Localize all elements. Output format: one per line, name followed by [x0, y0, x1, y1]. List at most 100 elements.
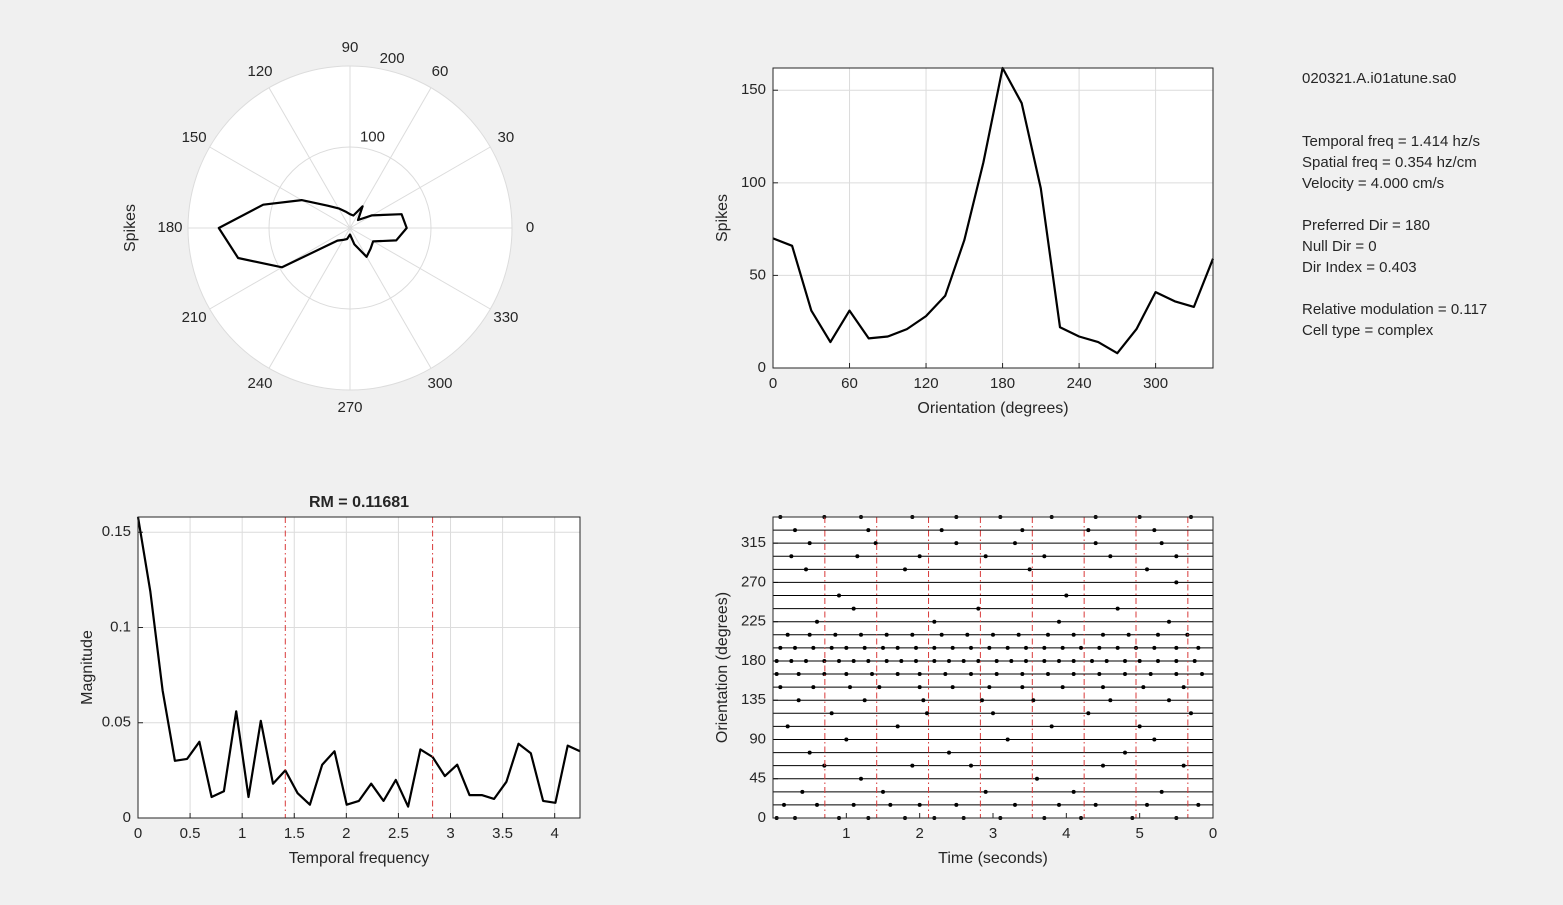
spike	[1042, 658, 1047, 663]
y-tick-label: 270	[741, 573, 766, 590]
spike	[1189, 711, 1193, 716]
spike	[1123, 750, 1127, 755]
spike	[778, 685, 783, 690]
spike	[947, 750, 951, 755]
spike	[1027, 567, 1032, 572]
x-tick-label: 2	[915, 825, 923, 842]
theta-tick-label: 0	[526, 219, 534, 236]
spike	[1005, 645, 1010, 650]
spike	[837, 658, 841, 663]
spike	[1046, 672, 1050, 677]
spike	[1090, 658, 1094, 663]
spike	[954, 541, 959, 546]
spike	[829, 711, 834, 716]
theta-tick-label: 240	[247, 375, 272, 392]
spike	[785, 724, 790, 729]
spike	[969, 645, 973, 650]
data-line	[136, 516, 581, 808]
spike	[1005, 737, 1010, 742]
spike	[1020, 672, 1025, 677]
spike	[943, 672, 948, 677]
spike	[903, 567, 907, 572]
x-tick-label: 180	[990, 375, 1015, 392]
spike	[855, 554, 860, 559]
y-tick-label: 50	[749, 266, 766, 283]
spike	[991, 711, 995, 716]
spike	[807, 632, 812, 637]
spike	[1086, 711, 1091, 716]
spike	[811, 685, 816, 690]
info-line: Spatial freq = 0.354 hz/cm	[1302, 154, 1477, 171]
spike	[1145, 567, 1149, 572]
r-tick-label: 200	[380, 50, 405, 67]
spike	[1101, 632, 1105, 637]
spike	[822, 763, 827, 768]
y-tick-label: 180	[741, 652, 766, 669]
spike	[844, 737, 849, 742]
spike	[954, 802, 959, 807]
y-tick-label: 0.15	[102, 523, 131, 540]
x-tick-label: 4	[1062, 825, 1070, 842]
spike	[884, 658, 889, 663]
grid-circle	[187, 65, 513, 391]
spike	[1046, 632, 1050, 637]
x-tick-label: 2	[342, 825, 350, 842]
info-line: Dir Index = 0.403	[1302, 259, 1417, 276]
spike	[939, 528, 944, 533]
spike	[910, 632, 915, 637]
spike	[1057, 802, 1061, 807]
spike	[804, 658, 808, 663]
theta-tick-label: 90	[342, 39, 359, 56]
spike	[822, 672, 827, 677]
spike	[994, 672, 999, 677]
spike	[796, 672, 801, 677]
spike	[1137, 658, 1142, 663]
spike	[1071, 632, 1076, 637]
x-tick-label: 3	[989, 825, 997, 842]
x-tick-label: 0	[134, 825, 142, 842]
x-tick-label: 1.5	[284, 825, 305, 842]
spike	[917, 802, 922, 807]
spike	[1049, 724, 1054, 729]
x-axis-label: Orientation (degrees)	[917, 400, 1068, 417]
axes-box	[137, 516, 581, 819]
plot-area	[773, 517, 1213, 818]
spike	[888, 802, 893, 807]
spike	[987, 685, 992, 690]
spike	[932, 645, 937, 650]
spike	[932, 658, 937, 663]
polar-line	[217, 199, 408, 269]
spike	[1108, 554, 1113, 559]
spike	[1060, 645, 1065, 650]
spike	[862, 645, 867, 650]
y-tick-label: 0	[758, 359, 766, 376]
spike	[1093, 802, 1098, 807]
info-line: Preferred Dir = 180	[1302, 217, 1430, 234]
spike	[844, 672, 849, 677]
spike	[837, 593, 841, 598]
spike	[1108, 698, 1113, 703]
spike	[947, 658, 951, 663]
spike	[870, 672, 874, 677]
spike	[862, 698, 867, 703]
spike	[1042, 554, 1047, 559]
spike	[848, 685, 852, 690]
spike	[881, 645, 885, 650]
theta-tick-label: 300	[427, 375, 452, 392]
spike	[914, 645, 918, 650]
theta-tick-label: 270	[337, 399, 362, 416]
spike	[917, 685, 922, 690]
info-line: Velocity = 4.000 cm/s	[1302, 175, 1444, 192]
spike	[851, 658, 856, 663]
y-axis-label: Spikes	[714, 194, 731, 242]
spike	[991, 632, 995, 637]
spike	[844, 645, 849, 650]
y-tick-label: 225	[741, 613, 766, 630]
r-tick-label: 100	[360, 129, 385, 146]
spike	[983, 789, 988, 794]
spike	[1071, 672, 1076, 677]
theta-tick-label: 210	[182, 309, 207, 326]
spike	[793, 645, 797, 650]
spike	[1097, 645, 1102, 650]
